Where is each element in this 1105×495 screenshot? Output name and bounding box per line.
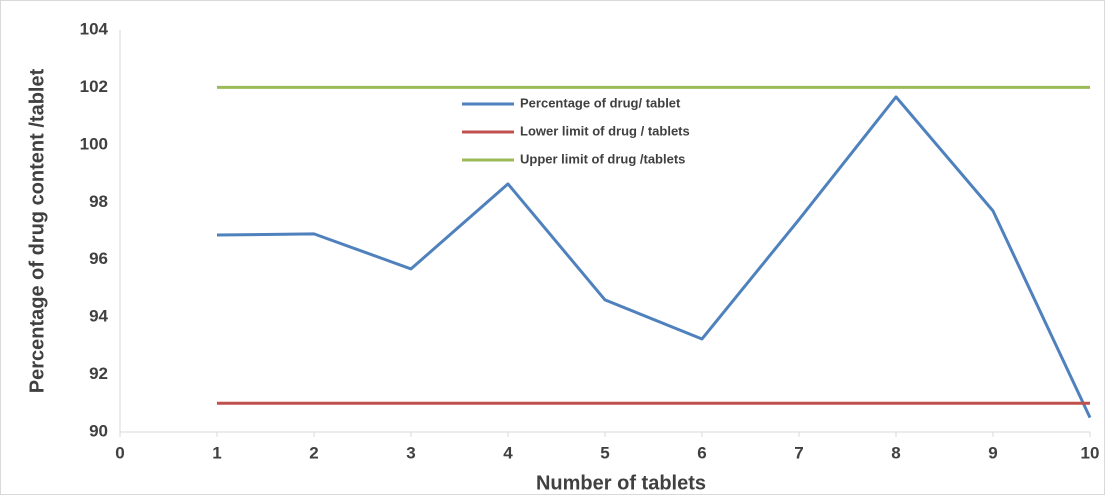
- legend-label: Upper limit of drug /tablets: [520, 151, 685, 166]
- x-tick-label: 0: [115, 443, 124, 462]
- y-tick-label: 102: [80, 77, 108, 96]
- x-tick-label: 9: [988, 443, 997, 462]
- y-tick-label: 92: [89, 364, 108, 383]
- x-tick-label: 7: [794, 443, 803, 462]
- x-tick-label: 1: [212, 443, 221, 462]
- y-tick-label: 90: [89, 421, 108, 440]
- y-tick-label: 96: [89, 249, 108, 268]
- x-tick-label: 5: [600, 443, 609, 462]
- y-axis-title: Percentage of drug content /tablet: [26, 68, 48, 393]
- x-tick-label: 6: [697, 443, 706, 462]
- y-tick-label: 94: [89, 307, 108, 326]
- y-tick-label: 98: [89, 192, 108, 211]
- x-tick-label: 4: [503, 443, 513, 462]
- x-tick-label: 3: [406, 443, 415, 462]
- legend-label: Percentage of drug/ tablet: [520, 95, 681, 110]
- x-tick-label: 10: [1081, 443, 1100, 462]
- series-line: [216, 95, 1092, 419]
- legend-label: Lower limit of drug / tablets: [520, 123, 690, 138]
- x-tick-label: 8: [891, 443, 900, 462]
- y-tick-label: 104: [80, 19, 109, 38]
- x-tick-label: 2: [309, 443, 318, 462]
- y-tick-label: 100: [80, 134, 108, 153]
- x-axis-title: Number of tablets: [536, 472, 706, 494]
